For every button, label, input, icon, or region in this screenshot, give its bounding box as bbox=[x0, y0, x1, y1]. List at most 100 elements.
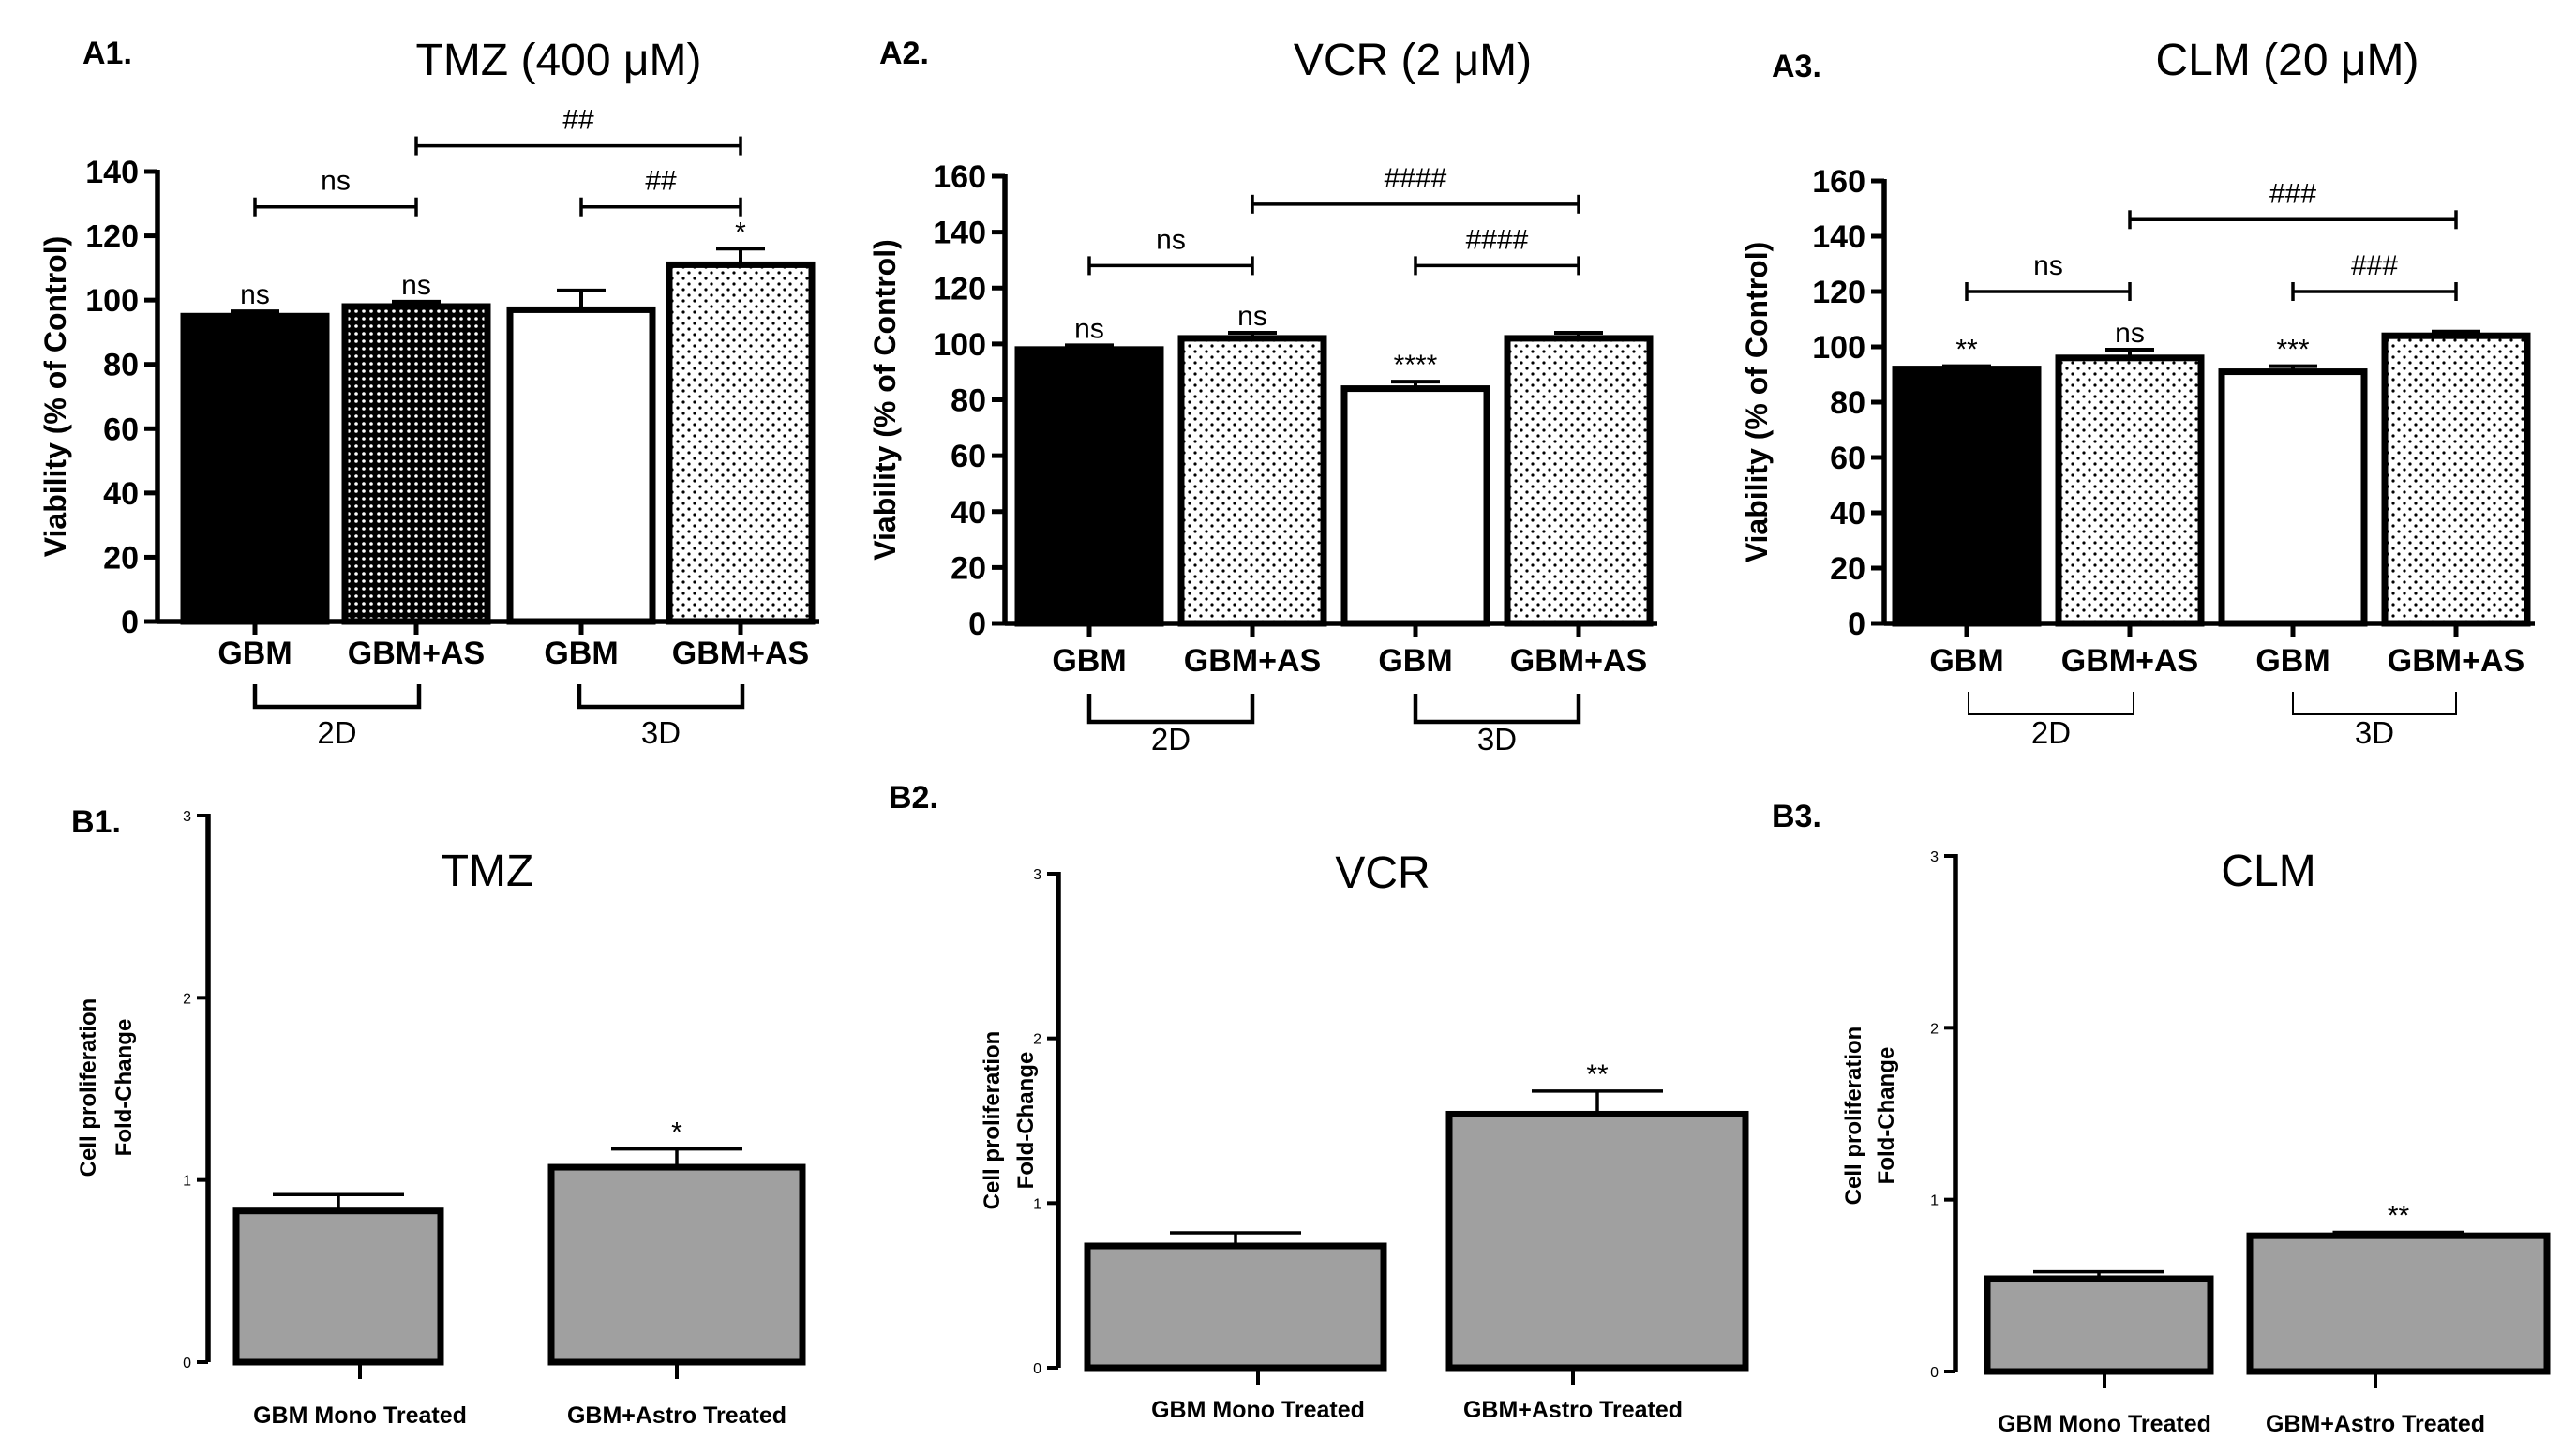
chart-title: CLM (20 μM) bbox=[2155, 36, 2419, 85]
comparison-label: ns bbox=[2033, 250, 2063, 281]
comparison-label: ns bbox=[321, 166, 351, 197]
comparison-label: ### bbox=[2269, 178, 2316, 209]
x-category-label: GBM+AS bbox=[1510, 643, 1647, 679]
bar-significance-label: ns bbox=[240, 279, 270, 310]
y-tick-label: 100 bbox=[1812, 330, 1865, 366]
bar-1 bbox=[232, 1207, 444, 1366]
y-tick-label: 2 bbox=[1930, 1021, 1939, 1037]
y-tick-label: 80 bbox=[103, 348, 139, 383]
y-tick-label: 100 bbox=[85, 283, 139, 319]
y-axis-label: Viability (% of Control) bbox=[868, 239, 902, 561]
panel-label-b3: B3. bbox=[1772, 799, 1821, 834]
y-tick-label: 3 bbox=[1930, 849, 1939, 865]
y-tick-label: 1 bbox=[1930, 1193, 1939, 1209]
comparison-label: ## bbox=[562, 105, 594, 136]
y-tick-label: 120 bbox=[1812, 275, 1865, 310]
x-category-label: GBM Mono Treated bbox=[1998, 1411, 2211, 1437]
y-tick-label: 20 bbox=[103, 540, 139, 576]
x-category-label: GBM bbox=[1378, 643, 1452, 679]
chart-b3-clm-proliferation: CLM Cell proliferation Fold-Change 0 1 2 3 GBM … bbox=[1841, 847, 2551, 1437]
panel-label-a2: A2. bbox=[879, 36, 929, 71]
y-tick-label: 140 bbox=[933, 216, 986, 251]
bar-significance-label: ** bbox=[2388, 1201, 2410, 1232]
x-category-label: GBM+Astro Treated bbox=[2266, 1411, 2485, 1437]
group-label: 2D bbox=[317, 715, 356, 750]
y-tick-label: 160 bbox=[1812, 164, 1865, 200]
chart-a1-tmz-viability: TMZ (400 μM) Viability (% of Control) 0 20 4… bbox=[38, 36, 819, 750]
bar-significance-label: * bbox=[671, 1117, 682, 1148]
y-tick-label: 120 bbox=[85, 219, 139, 255]
bar-4 bbox=[1504, 335, 1654, 627]
y-tick-label: 60 bbox=[951, 439, 986, 474]
bar-2 bbox=[1177, 335, 1327, 627]
group-label: 3D bbox=[1477, 722, 1517, 757]
y-tick-label: 140 bbox=[1812, 219, 1865, 255]
y-tick-label: 80 bbox=[1830, 385, 1865, 421]
y-tick-label: 0 bbox=[968, 607, 986, 642]
group-label: 3D bbox=[2355, 715, 2394, 750]
bar-3 bbox=[506, 306, 656, 625]
panel-label-a1: A1. bbox=[82, 36, 132, 71]
group-bracket bbox=[577, 684, 745, 710]
x-category-label: GBM Mono Treated bbox=[253, 1402, 467, 1429]
x-category-label: GBM+AS bbox=[2061, 643, 2198, 679]
chart-title: CLM bbox=[2221, 847, 2315, 896]
panel-label-a3: A3. bbox=[1772, 49, 1821, 84]
group-label: 3D bbox=[641, 715, 681, 750]
bar-significance-label: * bbox=[735, 217, 746, 247]
group-bracket bbox=[252, 684, 422, 710]
group-label: 2D bbox=[2031, 715, 2071, 750]
bar-1 bbox=[1014, 346, 1164, 627]
bar-significance-label: *** bbox=[2276, 335, 2309, 366]
y-axis-label: Viability (% of Control) bbox=[38, 236, 72, 558]
y-tick-label: 160 bbox=[933, 159, 986, 195]
y-axis-label: Viability (% of Control) bbox=[1740, 242, 1774, 563]
y-tick-label: 40 bbox=[1830, 496, 1865, 532]
y-tick-label: 3 bbox=[1033, 867, 1041, 883]
y-axis-label-2: Fold-Change bbox=[1013, 1052, 1039, 1190]
x-category-label: GBM bbox=[217, 636, 292, 671]
group-bracket bbox=[1086, 694, 1255, 725]
x-category-label: GBM bbox=[544, 636, 618, 671]
bar-1 bbox=[180, 312, 330, 625]
y-tick-label: 0 bbox=[1848, 607, 1865, 642]
bar-2 bbox=[2055, 354, 2205, 627]
bar-1 bbox=[1892, 366, 2042, 627]
y-tick-label: 100 bbox=[933, 327, 986, 363]
x-category-label: GBM+AS bbox=[672, 636, 809, 671]
bar-significance-label: **** bbox=[1394, 350, 1438, 381]
chart-b1-tmz-proliferation: TMZ Cell proliferation Fold-Change 0 1 2 3 GBM … bbox=[76, 809, 806, 1429]
group-bracket bbox=[1968, 692, 2134, 715]
x-category-label: GBM bbox=[1929, 643, 2003, 679]
x-category-label: GBM+AS bbox=[1184, 643, 1321, 679]
bar-1 bbox=[1984, 1275, 2214, 1375]
x-category-label: GBM Mono Treated bbox=[1151, 1397, 1365, 1423]
chart-title: VCR bbox=[1335, 848, 1430, 898]
x-category-label: GBM bbox=[2255, 643, 2329, 679]
panel-label-b1: B1. bbox=[71, 804, 121, 840]
bar-significance-label: ns bbox=[1074, 313, 1104, 344]
bar-2 bbox=[547, 1163, 806, 1366]
y-tick-label: 0 bbox=[183, 1356, 191, 1372]
comparison-label: ## bbox=[645, 166, 677, 197]
y-tick-label: 60 bbox=[103, 412, 139, 447]
chart-a3-clm-viability: CLM (20 μM) Viability (% of Control) 0 20 40… bbox=[1740, 36, 2535, 750]
comparison-label: #### bbox=[1385, 163, 1447, 194]
bar-2 bbox=[1445, 1110, 1749, 1372]
y-axis-label: Cell proliferation bbox=[980, 1031, 1005, 1210]
comparison-label: ns bbox=[1156, 224, 1186, 255]
y-tick-label: 2 bbox=[183, 991, 191, 1007]
chart-a2-vcr-viability: VCR (2 μM) Viability (% of Control) 0 20 40 6… bbox=[868, 36, 1657, 757]
y-axis-label-2: Fold-Change bbox=[1874, 1047, 1899, 1185]
bar-significance-label: ns bbox=[1237, 301, 1267, 332]
y-tick-label: 20 bbox=[1830, 551, 1865, 587]
chart-title: VCR (2 μM) bbox=[1294, 36, 1532, 85]
y-tick-label: 20 bbox=[951, 550, 986, 586]
y-tick-label: 40 bbox=[951, 495, 986, 531]
y-tick-label: 120 bbox=[933, 271, 986, 307]
comparison-label: #### bbox=[1466, 224, 1529, 255]
bar-significance-label: ** bbox=[1955, 335, 1978, 366]
x-category-label: GBM+AS bbox=[2388, 643, 2524, 679]
chart-b2-vcr-proliferation: VCR Cell proliferation Fold-Change 0 1 2 3 GBM … bbox=[980, 848, 1749, 1423]
